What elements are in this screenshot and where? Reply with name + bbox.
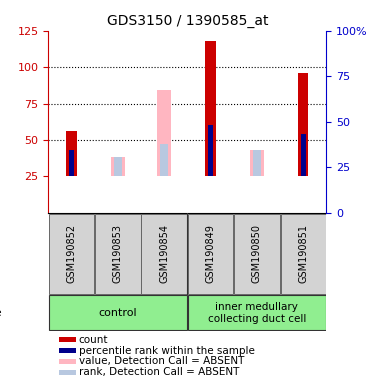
Bar <box>206 41 216 176</box>
Text: percentile rank within the sample: percentile rank within the sample <box>79 346 255 356</box>
FancyBboxPatch shape <box>188 295 326 330</box>
Text: value, Detection Call = ABSENT: value, Detection Call = ABSENT <box>79 356 244 366</box>
Text: control: control <box>98 308 137 318</box>
Text: count: count <box>79 335 108 345</box>
Bar <box>298 73 308 176</box>
Text: cell type: cell type <box>0 308 2 318</box>
Title: GDS3150 / 1390585_at: GDS3150 / 1390585_at <box>106 14 268 28</box>
FancyBboxPatch shape <box>188 214 233 294</box>
Bar <box>250 150 264 176</box>
Bar <box>66 131 76 176</box>
FancyBboxPatch shape <box>95 214 141 294</box>
Bar <box>111 157 125 176</box>
Bar <box>160 144 168 176</box>
Bar <box>59 348 76 353</box>
Bar <box>114 157 122 176</box>
Text: GSM190850: GSM190850 <box>252 224 262 283</box>
Text: GSM190853: GSM190853 <box>113 224 123 283</box>
Bar <box>301 134 306 176</box>
Text: rank, Detection Call = ABSENT: rank, Detection Call = ABSENT <box>79 367 239 377</box>
Text: GSM190849: GSM190849 <box>206 224 216 283</box>
Bar <box>157 90 171 176</box>
FancyBboxPatch shape <box>280 214 326 294</box>
Bar <box>59 370 76 375</box>
Bar <box>59 359 76 364</box>
Bar <box>208 125 213 176</box>
Bar <box>59 338 76 342</box>
FancyBboxPatch shape <box>141 214 187 294</box>
Bar <box>253 150 261 176</box>
Bar <box>69 150 74 176</box>
Text: GSM190852: GSM190852 <box>66 224 76 283</box>
FancyBboxPatch shape <box>234 214 280 294</box>
Text: GSM190851: GSM190851 <box>298 224 308 283</box>
Text: inner medullary
collecting duct cell: inner medullary collecting duct cell <box>208 302 306 324</box>
Text: GSM190854: GSM190854 <box>159 224 169 283</box>
FancyBboxPatch shape <box>49 214 94 294</box>
FancyBboxPatch shape <box>49 295 187 330</box>
